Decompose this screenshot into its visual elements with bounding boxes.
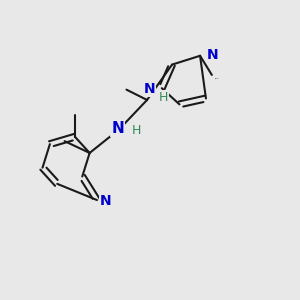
Text: H: H	[131, 124, 141, 137]
Text: N: N	[206, 48, 218, 62]
Text: H: H	[159, 91, 168, 104]
Text: methyl: methyl	[215, 78, 220, 79]
Text: N: N	[144, 82, 155, 96]
Text: N: N	[111, 121, 124, 136]
Text: N: N	[99, 194, 111, 208]
